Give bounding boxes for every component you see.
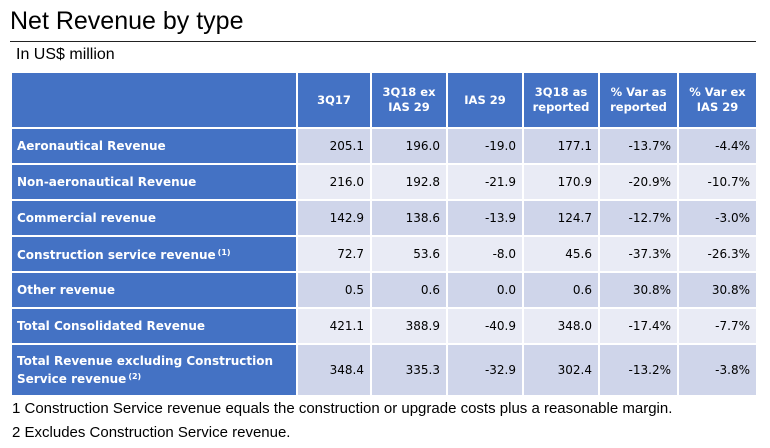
- row-label-aeronautical: Aeronautical Revenue: [10, 127, 298, 165]
- cell-value: 0.0: [446, 271, 524, 309]
- cell-value: 348.4: [296, 343, 372, 397]
- cell-value: 30.8%: [598, 271, 679, 309]
- footnote-marker: (1): [217, 248, 231, 257]
- cell-value: -10.7%: [677, 163, 758, 201]
- col-header-ias29: IAS 29: [446, 71, 524, 129]
- table-header-row: 3Q17 3Q18 ex IAS 29 IAS 29 3Q18 as reporte…: [10, 71, 758, 129]
- cell-value: 196.0: [370, 127, 448, 165]
- row-label-total-excl-construction: Total Revenue excluding Construction Serv…: [10, 343, 298, 397]
- table-row: Total Consolidated Revenue 421.1 388.9 -…: [10, 307, 758, 345]
- footnote-2: 2 Excludes Construction Service revenue.: [12, 424, 291, 441]
- cell-value: -13.2%: [598, 343, 679, 397]
- table-row: Total Revenue excluding Construction Serv…: [10, 343, 758, 397]
- cell-value: 72.7: [296, 235, 372, 273]
- table-row: Aeronautical Revenue 205.1 196.0 -19.0 1…: [10, 127, 758, 165]
- cell-value: 388.9: [370, 307, 448, 345]
- cell-value: -13.7%: [598, 127, 679, 165]
- footnote-1: 1 Construction Service revenue equals th…: [12, 400, 673, 417]
- cell-value: -7.7%: [677, 307, 758, 345]
- cell-value: 192.8: [370, 163, 448, 201]
- cell-value: 302.4: [522, 343, 600, 397]
- cell-value: 348.0: [522, 307, 600, 345]
- col-header-var-as-reported: % Var as reported: [598, 71, 679, 129]
- cell-value: 205.1: [296, 127, 372, 165]
- cell-value: 177.1: [522, 127, 600, 165]
- cell-value: 142.9: [296, 199, 372, 237]
- cell-value: -20.9%: [598, 163, 679, 201]
- cell-value: -17.4%: [598, 307, 679, 345]
- cell-value: -40.9: [446, 307, 524, 345]
- cell-value: 138.6: [370, 199, 448, 237]
- col-header-var-ex-ias29: % Var ex IAS 29: [677, 71, 758, 129]
- cell-value: 335.3: [370, 343, 448, 397]
- footnote-marker: (2): [128, 372, 142, 381]
- cell-value: 216.0: [296, 163, 372, 201]
- row-label-non-aeronautical: Non-aeronautical Revenue: [10, 163, 298, 201]
- table-row: Commercial revenue 142.9 138.6 -13.9 124…: [10, 199, 758, 237]
- cell-value: -21.9: [446, 163, 524, 201]
- table-row: Construction service revenue (1) 72.7 53.…: [10, 235, 758, 273]
- page-title: Net Revenue by type: [10, 7, 244, 35]
- cell-value: -32.9: [446, 343, 524, 397]
- cell-value: 0.6: [370, 271, 448, 309]
- cell-value: -3.0%: [677, 199, 758, 237]
- cell-value: -3.8%: [677, 343, 758, 397]
- units-subtitle: In US$ million: [16, 46, 115, 63]
- cell-value: -19.0: [446, 127, 524, 165]
- cell-value: 53.6: [370, 235, 448, 273]
- cell-value: -13.9: [446, 199, 524, 237]
- cell-value: 0.6: [522, 271, 600, 309]
- row-label-total-consolidated: Total Consolidated Revenue: [10, 307, 298, 345]
- cell-value: -4.4%: [677, 127, 758, 165]
- cell-value: -8.0: [446, 235, 524, 273]
- title-divider: [10, 41, 756, 42]
- row-label-commercial: Commercial revenue: [10, 199, 298, 237]
- table-row: Non-aeronautical Revenue 216.0 192.8 -21…: [10, 163, 758, 201]
- header-corner-cell: [10, 71, 298, 129]
- col-header-3q18-as-reported: 3Q18 as reported: [522, 71, 600, 129]
- col-header-3q18-ex-ias29: 3Q18 ex IAS 29: [370, 71, 448, 129]
- cell-value: -37.3%: [598, 235, 679, 273]
- cell-value: 421.1: [296, 307, 372, 345]
- table-row: Other revenue 0.5 0.6 0.0 0.6 30.8% 30.8…: [10, 271, 758, 309]
- revenue-table: 3Q17 3Q18 ex IAS 29 IAS 29 3Q18 as reporte…: [10, 71, 758, 397]
- cell-value: 170.9: [522, 163, 600, 201]
- cell-value: 124.7: [522, 199, 600, 237]
- cell-value: -26.3%: [677, 235, 758, 273]
- row-label-construction-service: Construction service revenue (1): [10, 235, 298, 273]
- row-label-other: Other revenue: [10, 271, 298, 309]
- cell-value: 0.5: [296, 271, 372, 309]
- cell-value: -12.7%: [598, 199, 679, 237]
- col-header-3q17: 3Q17: [296, 71, 372, 129]
- cell-value: 30.8%: [677, 271, 758, 309]
- cell-value: 45.6: [522, 235, 600, 273]
